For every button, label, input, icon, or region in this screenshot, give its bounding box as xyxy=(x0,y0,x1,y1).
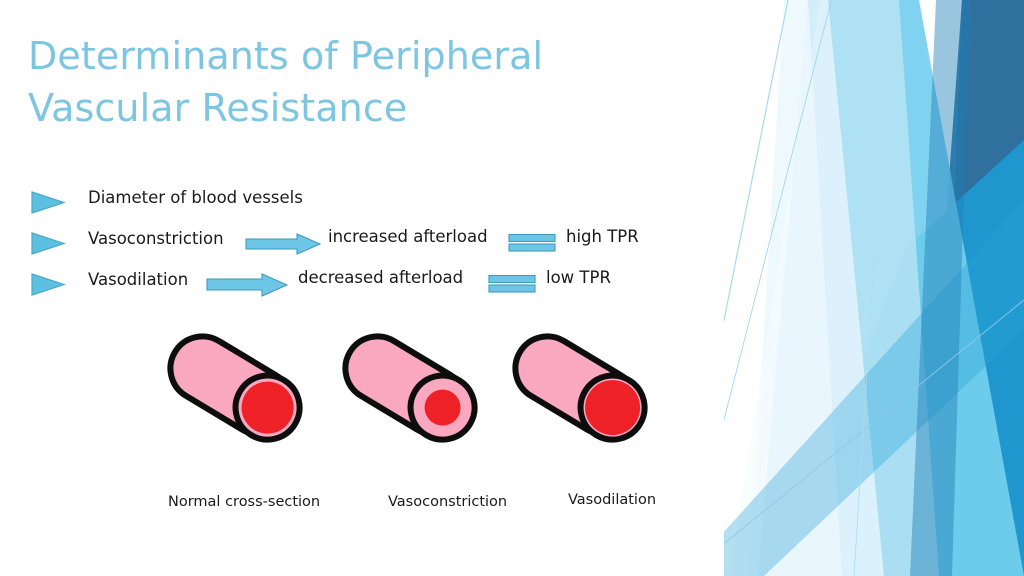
double-bar-arrow-icon xyxy=(508,232,556,258)
deco-shape-dark-right xyxy=(920,0,1024,576)
bullet-list: Diameter of blood vessels Vasoconstricti… xyxy=(0,186,720,309)
deco-shape-sky-band xyxy=(749,0,1024,576)
triangle-bullet-icon xyxy=(30,190,66,215)
page-title: Determinants of Peripheral Vascular Resi… xyxy=(28,34,544,131)
bullet-text-result: high TPR xyxy=(566,227,639,246)
double-bar-arrow-icon xyxy=(488,273,536,299)
triangle-bullet-icon xyxy=(30,272,66,297)
bullet-text-primary: Vasodilation xyxy=(88,270,189,289)
list-item: Vasoconstriction increased afterload hig… xyxy=(0,227,720,268)
bullet-text-consequence: increased afterload xyxy=(328,227,488,246)
deco-hairline-1 xyxy=(724,0,789,323)
decorative-background xyxy=(724,0,1024,576)
list-item: Vasodilation decreased afterload low TPR xyxy=(0,268,720,309)
vessel-lumen xyxy=(424,389,461,426)
background-shapes xyxy=(724,0,1024,576)
triangle-bullet-icon xyxy=(30,231,66,256)
deco-shape-column xyxy=(910,0,970,576)
deco-shape-mid-blue xyxy=(784,140,1024,576)
bullet-text-primary: Vasoconstriction xyxy=(88,229,224,248)
deco-shape-diagonal-cross xyxy=(724,200,1024,576)
vessel-caption: Normal cross-section xyxy=(168,494,321,510)
deco-hairline-2 xyxy=(724,0,832,422)
deco-shape-light-overlay xyxy=(729,0,939,576)
bullet-text-consequence: decreased afterload xyxy=(298,268,464,287)
deco-shape-dark-wedge xyxy=(950,0,1024,310)
vessel-illustration-normal xyxy=(155,326,315,461)
deco-hairline-3 xyxy=(724,299,1024,545)
deco-hairline-4 xyxy=(853,259,875,576)
vessel-caption: Vasodilation xyxy=(568,492,657,508)
bullet-text-primary: Diameter of blood vessels xyxy=(88,188,303,207)
right-arrow-icon xyxy=(245,233,322,259)
deco-shape-very-pale-wedge xyxy=(758,0,884,576)
vessel-caption: Vasoconstriction xyxy=(388,494,508,510)
vessel-lumen xyxy=(241,381,294,434)
vessel-lumen xyxy=(585,380,641,436)
deco-shape-pale-sliver xyxy=(724,0,842,576)
vessel-diagram-group: Normal cross-section Vasoconstriction xyxy=(155,326,695,526)
list-item: Diameter of blood vessels xyxy=(0,186,720,227)
vessel-illustration-vasoconstriction xyxy=(330,326,490,461)
right-arrow-icon xyxy=(206,273,289,301)
vessel-illustration-vasodilation xyxy=(500,326,660,461)
bullet-text-result: low TPR xyxy=(546,268,611,287)
